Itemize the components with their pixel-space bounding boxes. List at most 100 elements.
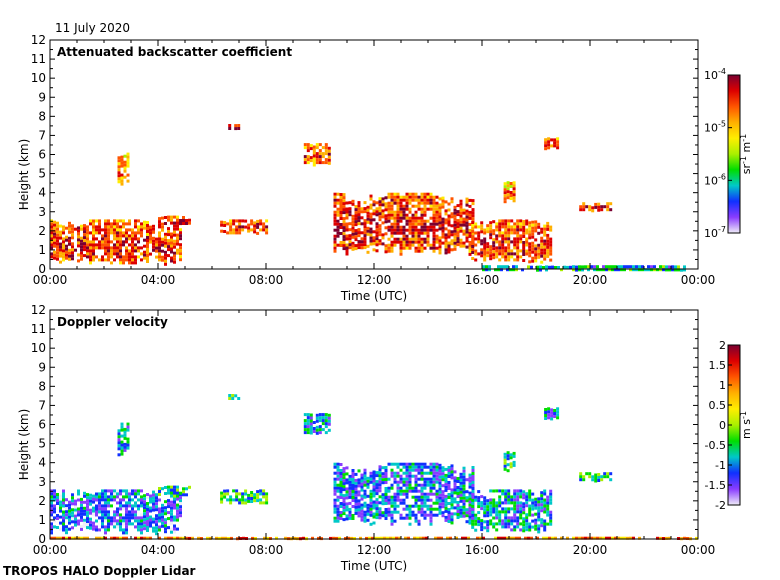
data-cell [450, 248, 454, 252]
data-cell [515, 265, 518, 269]
data-cell [140, 222, 143, 226]
data-cell [77, 232, 80, 236]
data-cell [176, 239, 179, 243]
data-cell [531, 226, 535, 230]
data-cell [471, 199, 475, 203]
data-cell [504, 516, 508, 520]
data-cell [324, 416, 328, 420]
data-cell [119, 498, 122, 502]
data-cell [226, 492, 230, 496]
x-tick-label: 04:00 [141, 273, 176, 287]
data-cell [126, 443, 130, 447]
data-cell [241, 219, 245, 223]
data-cell [390, 240, 394, 244]
data-cell [387, 243, 391, 247]
data-cell [486, 511, 490, 515]
data-cell [357, 240, 361, 244]
data-cell [315, 161, 319, 165]
data-cell [226, 498, 230, 502]
data-cell [537, 252, 541, 256]
data-cell [336, 498, 340, 502]
data-cell [339, 217, 343, 220]
data-cell [83, 239, 86, 243]
data-cell [56, 233, 59, 237]
data-cell [303, 431, 307, 435]
data-cell [462, 490, 466, 494]
data-cell [516, 522, 520, 526]
data-cell [516, 225, 520, 229]
data-cell [504, 225, 508, 229]
data-region [158, 485, 191, 498]
data-cell [95, 513, 98, 517]
data-cell [259, 501, 263, 505]
data-region [544, 137, 560, 151]
data-cell [486, 227, 490, 231]
data-cell [444, 506, 448, 510]
data-cell [483, 502, 487, 506]
data-cell [471, 498, 475, 502]
data-cell [354, 229, 358, 233]
data-cell [468, 485, 472, 489]
data-cell [360, 243, 364, 247]
data-cell [152, 493, 155, 497]
data-cell [417, 465, 421, 469]
data-cell [226, 231, 230, 235]
data-cell [65, 253, 68, 257]
data-cell [306, 419, 310, 423]
data-cell [387, 477, 391, 481]
data-cell [372, 494, 376, 498]
data-cell [143, 515, 146, 519]
data-cell [423, 198, 427, 202]
data-cell [384, 475, 388, 478]
data-cell [471, 224, 475, 227]
data-cell [173, 530, 176, 534]
data-cell [137, 528, 140, 532]
y-tick-label: 9 [38, 360, 46, 374]
data-cell [176, 497, 179, 501]
data-cell [354, 499, 358, 503]
data-cell [155, 526, 158, 530]
data-cell [80, 524, 83, 528]
data-cell [98, 222, 101, 226]
data-cell [423, 498, 427, 502]
data-cell [137, 507, 140, 511]
data-cell [152, 496, 155, 500]
data-cell [333, 204, 337, 208]
data-cell [339, 469, 343, 472]
data-cell [516, 504, 520, 508]
data-cell [342, 506, 346, 510]
data-cell [444, 242, 448, 246]
data-cell [348, 243, 352, 247]
data-cell [348, 483, 352, 487]
data-cell [426, 471, 430, 475]
data-cell [426, 237, 430, 241]
data-cell [438, 224, 442, 228]
data-cell [164, 492, 167, 495]
data-cell [465, 511, 469, 515]
data-cell [450, 506, 454, 510]
data-cell [369, 513, 373, 517]
data-cell [405, 480, 409, 484]
data-cell [486, 520, 490, 524]
data-cell [62, 528, 65, 532]
data-cell [591, 478, 595, 482]
data-cell [113, 525, 116, 529]
data-cell [262, 225, 266, 229]
data-cell [176, 509, 179, 513]
data-cell [98, 228, 101, 232]
data-cell [59, 260, 62, 264]
data-cell [253, 227, 257, 231]
data-cell [128, 255, 131, 259]
data-cell [351, 517, 355, 520]
data-cell [429, 225, 433, 229]
data-cell [137, 240, 140, 244]
data-cell [369, 197, 373, 201]
data-cell [519, 225, 523, 229]
data-cell [414, 240, 418, 244]
data-cell [131, 516, 134, 520]
data-cell [342, 244, 346, 248]
data-cell [591, 475, 595, 479]
data-cell [547, 137, 551, 141]
data-cell [262, 495, 266, 499]
data-cell [549, 228, 553, 232]
